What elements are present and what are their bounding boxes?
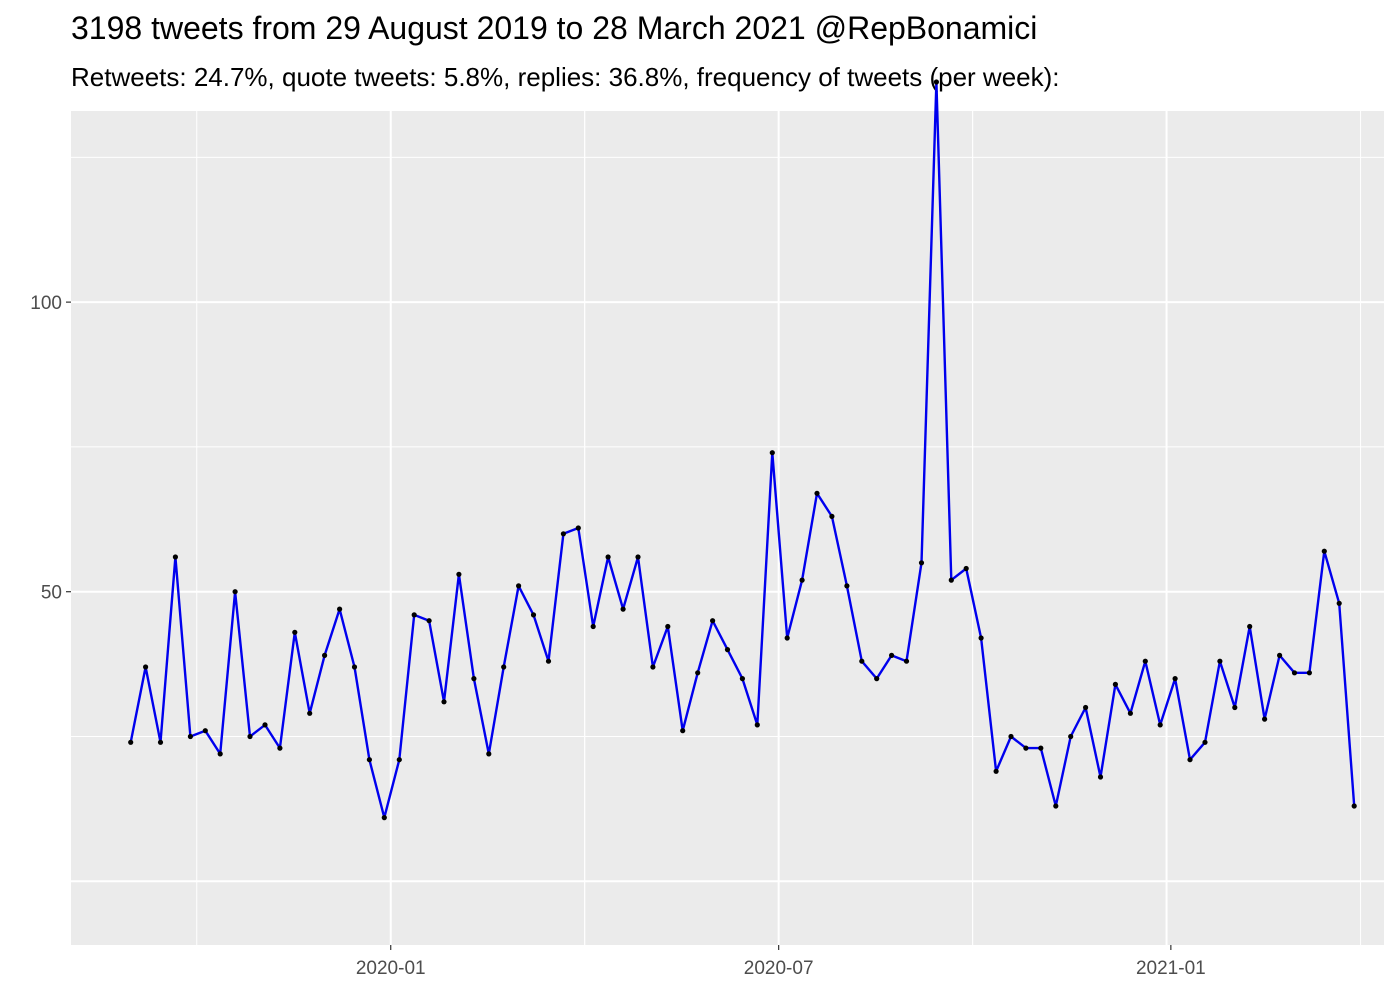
data-point <box>1172 676 1178 682</box>
data-point <box>680 728 686 734</box>
x-tick-label: 2020-07 <box>744 958 814 979</box>
data-point <box>859 658 865 664</box>
data-point <box>889 652 895 659</box>
data-point <box>501 664 507 670</box>
data-point <box>1232 704 1238 711</box>
data-point <box>948 577 954 583</box>
data-point <box>1306 670 1312 676</box>
chart-subtitle: Retweets: 24.7%, quote tweets: 5.8%, rep… <box>71 62 1060 92</box>
data-point <box>844 583 850 589</box>
data-point <box>903 658 910 664</box>
data-point <box>1351 803 1357 809</box>
data-point <box>933 79 940 85</box>
data-point <box>590 623 596 630</box>
data-point <box>232 589 238 595</box>
data-point <box>739 676 746 682</box>
data-point <box>605 554 611 560</box>
data-point <box>1083 704 1089 711</box>
data-point <box>1187 757 1193 763</box>
data-point <box>187 733 193 740</box>
y-tick-label: 100 <box>30 293 62 314</box>
data-point <box>1097 774 1104 780</box>
data-point <box>1262 716 1268 722</box>
plot-panel <box>71 111 1384 945</box>
axes: 50 100 2020-01 2020-07 2021-01 <box>30 293 1205 979</box>
data-point <box>665 623 671 630</box>
series-layer <box>128 79 1357 821</box>
x-tick-label: 2021-01 <box>1136 958 1206 979</box>
data-point <box>1053 803 1059 809</box>
data-point <box>366 757 372 763</box>
data-point <box>381 815 387 821</box>
data-point <box>277 745 283 751</box>
data-point <box>1008 733 1014 740</box>
data-point <box>635 554 641 560</box>
data-point <box>1217 658 1223 664</box>
data-point <box>1202 739 1208 745</box>
data-point <box>814 490 820 496</box>
data-point <box>322 652 328 659</box>
data-point <box>337 606 343 612</box>
x-tick-label: 2020-01 <box>356 958 426 979</box>
data-point <box>784 635 790 641</box>
data-point <box>1247 623 1253 630</box>
data-point <box>829 513 835 520</box>
major-gridlines <box>71 111 1384 945</box>
data-point <box>426 618 432 624</box>
data-point <box>1038 745 1044 751</box>
data-point <box>993 768 999 774</box>
data-point <box>516 583 522 589</box>
data-point <box>1127 710 1133 716</box>
data-point <box>411 612 417 618</box>
data-point <box>650 664 656 670</box>
minor-gridlines <box>71 111 1384 945</box>
data-point <box>202 728 208 734</box>
chart-title: 3198 tweets from 29 August 2019 to 28 Ma… <box>71 10 1038 46</box>
data-point <box>545 658 552 664</box>
data-point <box>799 577 805 583</box>
data-point <box>963 565 969 572</box>
data-point <box>575 525 581 531</box>
data-point <box>307 710 313 716</box>
data-point <box>754 722 760 728</box>
data-point <box>724 647 731 653</box>
data-point <box>247 733 253 740</box>
y-tick-label: 50 <box>41 583 62 604</box>
data-point <box>769 450 775 456</box>
data-point <box>978 635 984 641</box>
data-point <box>1291 670 1298 676</box>
data-point <box>560 531 567 537</box>
data-point <box>874 676 880 682</box>
data-point <box>471 676 477 682</box>
data-point <box>351 664 358 670</box>
data-point <box>918 560 925 566</box>
data-point <box>1068 733 1074 740</box>
data-point <box>217 751 223 757</box>
data-point <box>396 757 402 763</box>
data-point <box>456 571 462 577</box>
data-point <box>441 699 447 705</box>
data-point <box>1321 548 1327 554</box>
data-point <box>530 612 537 618</box>
data-point <box>710 618 716 624</box>
data-point <box>695 670 701 676</box>
data-point <box>262 722 268 728</box>
data-point <box>1336 600 1342 606</box>
data-point <box>1112 681 1118 688</box>
data-point <box>128 739 134 745</box>
data-point <box>1142 658 1148 664</box>
data-point <box>1277 652 1283 659</box>
data-point <box>143 664 149 670</box>
data-point <box>1157 722 1163 728</box>
data-point <box>292 629 298 635</box>
data-point <box>1023 745 1029 751</box>
data-point <box>172 554 178 560</box>
data-point <box>486 751 492 757</box>
data-point <box>620 606 626 612</box>
data-point <box>157 739 164 745</box>
